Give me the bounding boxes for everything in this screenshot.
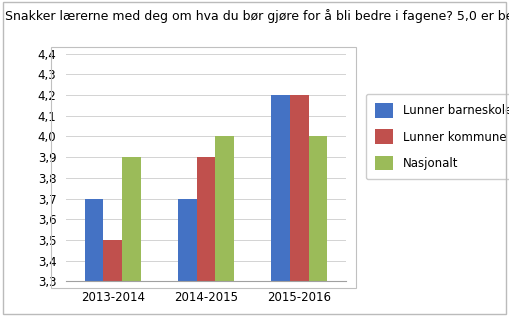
Bar xyxy=(122,157,141,316)
Bar xyxy=(215,137,234,316)
Bar xyxy=(85,198,103,316)
Bar xyxy=(178,198,197,316)
Bar xyxy=(197,157,215,316)
Text: Snakker lærerne med deg om hva du bør gjøre for å bli bedre i fagene? 5,0 er bes: Snakker lærerne med deg om hva du bør gj… xyxy=(5,9,509,23)
Bar xyxy=(309,137,327,316)
Legend: Lunner barneskole, Lunner kommune, Nasjonalt: Lunner barneskole, Lunner kommune, Nasjo… xyxy=(366,94,509,179)
Bar xyxy=(290,95,309,316)
Bar xyxy=(271,95,290,316)
Bar xyxy=(103,240,122,316)
